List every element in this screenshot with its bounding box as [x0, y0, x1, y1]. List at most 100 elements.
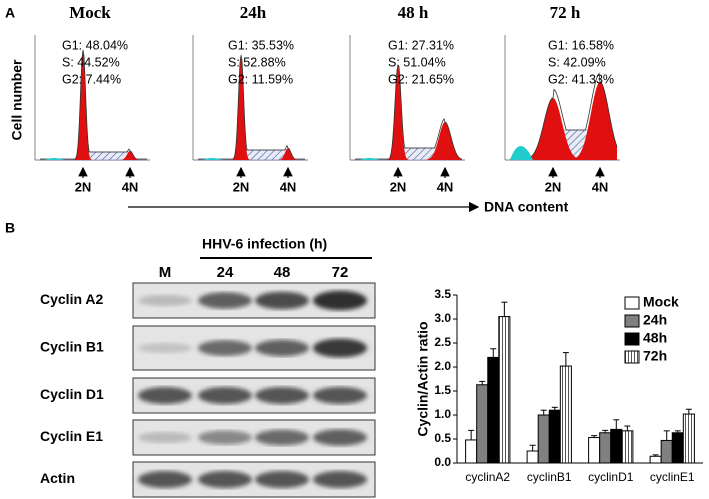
lane-label: 24 [217, 264, 234, 281]
ploidy-label: 2N [390, 179, 407, 194]
bar [487, 356, 500, 464]
y-tick-label: 2.5 [434, 335, 451, 349]
legend-swatch [624, 332, 640, 346]
phase-stat: S: 42.09% [548, 55, 606, 69]
bar [465, 439, 478, 464]
legend-swatch [624, 296, 640, 310]
phase-stat: G2: 11.59% [228, 72, 293, 86]
bar [621, 430, 634, 464]
y-tick-label: 3.0 [434, 311, 451, 325]
blot-band [198, 340, 252, 356]
hist-g1-peak [510, 98, 617, 160]
blot-band [313, 471, 367, 488]
blots: M 24 48 72 Cyclin A2 Cyclin B1 Cyclin D1 Cyclin… [40, 264, 376, 498]
hist-outline [198, 54, 305, 160]
row-label: Cyclin E1 [40, 428, 103, 444]
hist-debris [510, 146, 533, 160]
bar [671, 432, 684, 464]
bar [649, 455, 662, 464]
bar [548, 409, 561, 464]
blot-band [138, 387, 192, 404]
blot-band [198, 430, 252, 445]
legend-label: 24h [643, 312, 667, 328]
row-label: Cyclin B1 [40, 339, 104, 355]
panel-title: 48 h [398, 3, 429, 22]
phase-stat: G1: 27.31% [388, 38, 454, 52]
y-tick-label: 3.5 [434, 287, 451, 301]
bar [476, 384, 489, 464]
bar [526, 450, 539, 464]
bar [588, 437, 601, 464]
blot-band [313, 290, 367, 311]
y-tick-label: 1.5 [434, 383, 451, 397]
treatment-label: HHV-6 infection (h) [202, 236, 327, 252]
blot-band [255, 291, 309, 310]
x-axis-label: DNA content [484, 199, 569, 215]
blot-band [198, 387, 252, 404]
blot-band [138, 342, 192, 354]
legend-label: Mock [643, 294, 679, 310]
x-tick-label: cyclinD1 [588, 470, 634, 484]
blot-band [255, 339, 309, 357]
ploidy-label: 2N [545, 179, 562, 194]
phase-stat: S: 52.88% [228, 55, 286, 69]
phase-stat: G1: 48.04% [62, 38, 128, 52]
hist-debris [360, 158, 380, 160]
blot-band [138, 432, 192, 443]
hist-debris [45, 158, 65, 160]
blot-band [198, 292, 252, 309]
phase-stat: G2: 41.33% [548, 72, 614, 86]
y-tick-label: 0.0 [434, 455, 451, 469]
legend-label: 48h [643, 330, 667, 346]
histograms: Mock G1: 48.04% S: 44.52% G2: 7.44% 2N 4N 24h G… [34, 3, 620, 194]
ploidy-label: 2N [233, 179, 250, 194]
x-tick-label: cyclinA2 [465, 470, 510, 484]
row-label: Actin [40, 470, 75, 486]
legend-swatch [624, 314, 640, 328]
blot-band [255, 429, 309, 446]
phase-stat: G1: 16.58% [548, 38, 614, 52]
ploidy-label: 2N [75, 179, 92, 194]
panel-label: A [5, 5, 15, 21]
ploidy-label: 4N [122, 179, 139, 194]
blot-band [255, 387, 309, 404]
bar [559, 365, 572, 464]
hist-debris [203, 158, 223, 160]
blot-band [198, 471, 252, 488]
legend-swatch [624, 350, 640, 364]
bar [660, 439, 673, 464]
y-tick-label: 1.0 [434, 407, 451, 421]
blot-band [313, 338, 367, 358]
blot-band [313, 429, 367, 446]
legend-label: 72h [643, 348, 667, 364]
y-tick-label: 0.5 [434, 431, 451, 445]
blot-band [313, 387, 367, 404]
panel-label: B [5, 220, 15, 236]
lane-label: 48 [274, 264, 291, 281]
y-axis-label: Cell number [9, 59, 25, 140]
row-label: Cyclin A2 [40, 291, 103, 307]
ploidy-label: 4N [280, 179, 297, 194]
y-axis-label: Cyclin/Actin ratio [415, 321, 431, 436]
hist-g2-peak [510, 82, 617, 160]
x-tick-label: cyclinB1 [527, 470, 572, 484]
bar [682, 413, 695, 464]
bar [610, 428, 623, 464]
phase-stat: S: 44.52% [62, 55, 120, 69]
lane-label: M [159, 264, 172, 281]
blot-band [255, 471, 309, 488]
panel-title: Mock [69, 3, 111, 22]
y-tick-label: 2.0 [434, 359, 451, 373]
bar [498, 316, 511, 464]
bar [537, 414, 550, 464]
bar [599, 432, 612, 464]
ploidy-label: 4N [592, 179, 609, 194]
phase-stat: G2: 21.65% [388, 72, 454, 86]
lane-label: 72 [332, 264, 349, 281]
blot-band [138, 295, 192, 306]
panel-title: 24h [240, 3, 267, 22]
panel-title: 72 h [550, 3, 581, 22]
phase-stat: G1: 35.53% [228, 38, 294, 52]
phase-stat: G2: 7.44% [62, 72, 121, 86]
x-tick-label: cyclinE1 [650, 470, 695, 484]
